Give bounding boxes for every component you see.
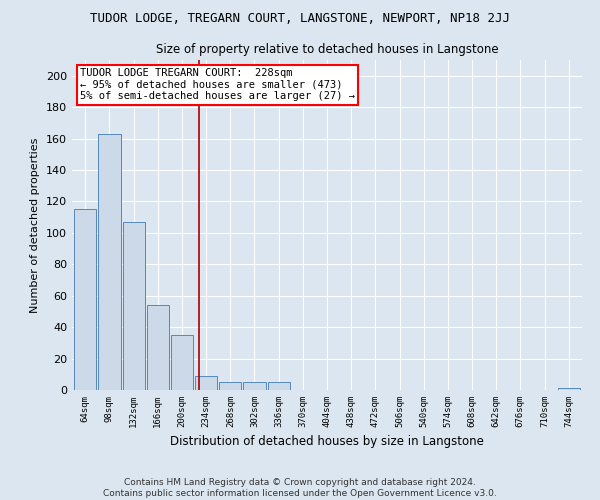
Bar	[195, 376, 217, 390]
Text: TUDOR LODGE TREGARN COURT:  228sqm
← 95% of detached houses are smaller (473)
5%: TUDOR LODGE TREGARN COURT: 228sqm ← 95% …	[80, 68, 355, 102]
Y-axis label: Number of detached properties: Number of detached properties	[31, 138, 40, 312]
Bar	[557, 388, 580, 390]
Bar	[122, 222, 145, 390]
Bar	[244, 382, 266, 390]
Bar	[219, 382, 241, 390]
Bar	[98, 134, 121, 390]
X-axis label: Distribution of detached houses by size in Langstone: Distribution of detached houses by size …	[170, 436, 484, 448]
Bar	[146, 305, 169, 390]
Title: Size of property relative to detached houses in Langstone: Size of property relative to detached ho…	[155, 43, 499, 56]
Bar	[74, 210, 97, 390]
Text: TUDOR LODGE, TREGARN COURT, LANGSTONE, NEWPORT, NP18 2JJ: TUDOR LODGE, TREGARN COURT, LANGSTONE, N…	[90, 12, 510, 26]
Bar	[171, 335, 193, 390]
Text: Contains HM Land Registry data © Crown copyright and database right 2024.
Contai: Contains HM Land Registry data © Crown c…	[103, 478, 497, 498]
Bar	[268, 382, 290, 390]
